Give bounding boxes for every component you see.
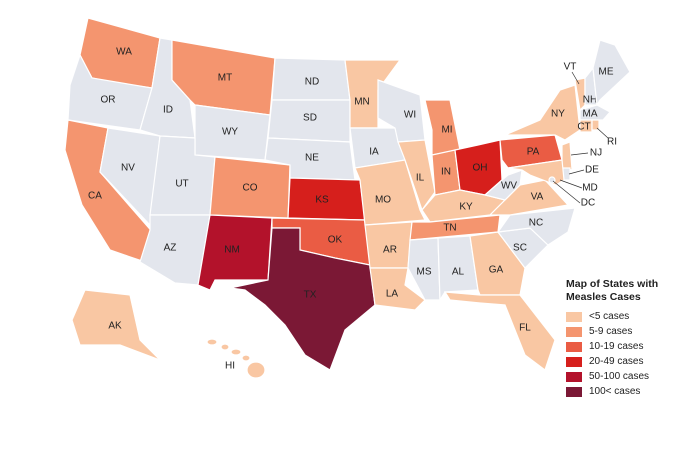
state-label: CA (88, 191, 102, 202)
state-label: WY (222, 127, 238, 138)
state-label: MD (582, 183, 598, 194)
leader-line (596, 127, 609, 139)
state-label: KY (459, 202, 473, 213)
state-label: KS (315, 195, 329, 206)
state-label: IL (416, 173, 425, 184)
state-label: ND (305, 77, 319, 88)
state-label: MN (354, 97, 370, 108)
state-label: AR (383, 245, 397, 256)
legend-item: 5-9 cases (566, 324, 696, 339)
state-label: ME (599, 67, 614, 78)
state-label: AK (108, 321, 122, 332)
legend-swatch (566, 386, 582, 397)
state-shape (246, 361, 266, 379)
state-label: DE (585, 165, 599, 176)
state-label: NJ (590, 148, 602, 159)
state-label: VA (531, 192, 544, 203)
state-shape (71, 289, 161, 361)
state-shape (229, 227, 376, 371)
legend-item: 10-19 cases (566, 339, 696, 354)
state-label: HI (225, 361, 235, 372)
legend-item: 100< cases (566, 384, 696, 399)
state-label: NC (529, 218, 543, 229)
state-label: TX (304, 290, 317, 301)
state-label: WI (404, 110, 416, 121)
legend-item: 50-100 cases (566, 369, 696, 384)
state-label: LA (386, 289, 399, 300)
state-label: AZ (164, 243, 177, 254)
legend-label: 50-100 cases (589, 371, 650, 382)
state-label: GA (489, 265, 504, 276)
legend-swatch (566, 326, 582, 337)
state-label: SC (513, 243, 527, 254)
legend: Map of States with Measles Cases <5 case… (566, 278, 696, 399)
legend-label: 100< cases (589, 386, 641, 397)
state-label: IA (369, 147, 379, 158)
state-label: TN (443, 223, 456, 234)
state-label: PA (527, 147, 540, 158)
state-shape (409, 214, 501, 241)
state-label: MI (441, 125, 452, 136)
state-shape (579, 119, 593, 133)
legend-title: Map of States with Measles Cases (566, 278, 659, 303)
state-shape (220, 343, 230, 351)
state-shape (397, 139, 436, 212)
state-label: SD (303, 113, 317, 124)
state-shape (241, 354, 251, 362)
state-label: RI (607, 137, 617, 148)
state-label: WA (116, 47, 132, 58)
state-label: OH (473, 163, 488, 174)
legend-item: <5 cases (566, 309, 696, 324)
state-shape (561, 141, 573, 171)
state-shape (206, 338, 218, 346)
state-label: NM (224, 245, 240, 256)
legend-swatch (566, 311, 582, 322)
state-label: CT (577, 122, 590, 133)
state-label: MO (375, 195, 391, 206)
state-label: NV (121, 163, 135, 174)
state-label: VT (564, 62, 577, 73)
legend-label: <5 cases (589, 311, 630, 322)
state-label: IN (441, 167, 451, 178)
state-shape (407, 237, 441, 301)
state-shape (230, 348, 242, 356)
state-label: AL (452, 267, 465, 278)
state-label: UT (175, 179, 188, 190)
legend-swatch (566, 371, 582, 382)
state-label: NY (551, 109, 565, 120)
state-label: NE (305, 153, 319, 164)
state-label: NH (583, 95, 597, 106)
state-label: FL (519, 323, 531, 334)
leader-line (571, 71, 580, 85)
leader-line (568, 169, 585, 175)
legend-label: 5-9 cases (589, 326, 633, 337)
state-label: MT (218, 73, 232, 84)
leader-line (552, 180, 581, 204)
state-shape (437, 235, 479, 302)
state-label: DC (581, 198, 595, 209)
legend-item: 20-49 cases (566, 354, 696, 369)
state-label: CO (243, 183, 258, 194)
legend-label: 10-19 cases (589, 341, 644, 352)
state-label: ID (163, 105, 173, 116)
state-label: MA (583, 109, 598, 120)
legend-swatch (566, 356, 582, 367)
leader-line (570, 152, 589, 156)
state-shape (579, 104, 611, 121)
legend-swatch (566, 341, 582, 352)
legend-label: 20-49 cases (589, 356, 644, 367)
state-label: WV (501, 181, 517, 192)
leader-line (559, 179, 583, 189)
state-label: OK (328, 235, 343, 246)
state-label: MS (417, 267, 432, 278)
state-label: OR (101, 95, 116, 106)
state-shape (443, 291, 556, 371)
state-shape (504, 84, 581, 141)
